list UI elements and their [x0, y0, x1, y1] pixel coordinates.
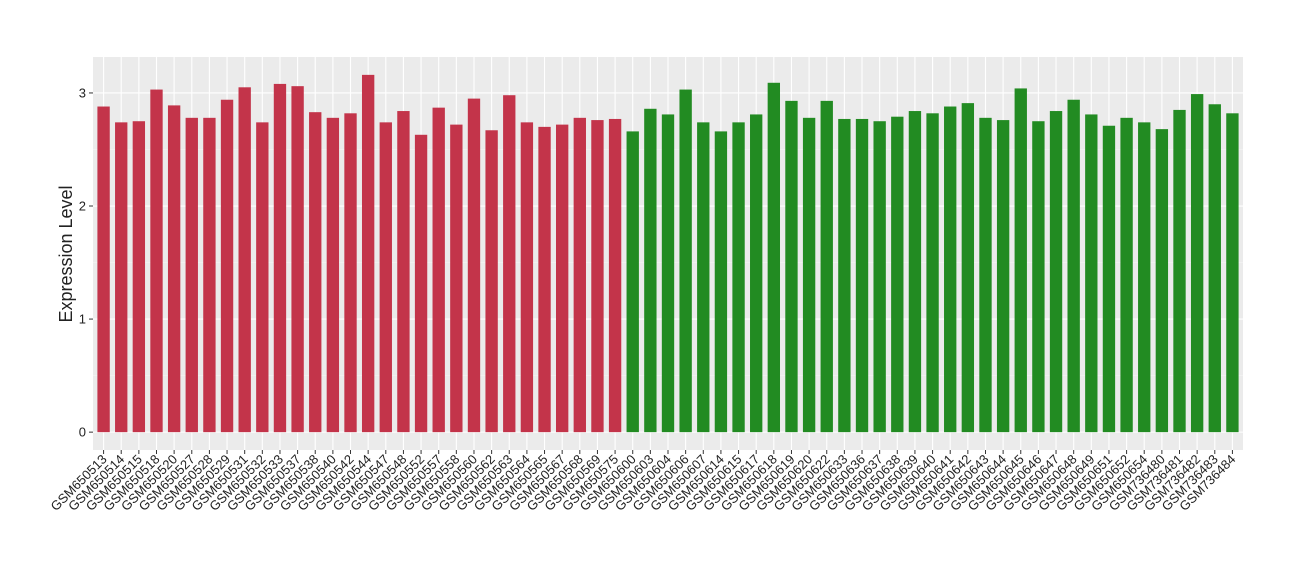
bar [802, 117, 816, 433]
bar [309, 112, 322, 433]
bar [1155, 129, 1169, 433]
bar [379, 122, 392, 433]
bar [414, 134, 428, 433]
bar [961, 103, 975, 433]
bar [838, 118, 851, 433]
bar [1226, 113, 1239, 433]
bar [1102, 125, 1116, 433]
bar [644, 108, 657, 433]
bar [538, 126, 551, 433]
bar [203, 117, 216, 433]
bar [256, 122, 269, 433]
bar [361, 74, 375, 433]
bar [185, 117, 198, 433]
bar [220, 99, 234, 433]
bar [1032, 121, 1045, 433]
y-tick-label: 2 [79, 199, 86, 214]
bar [591, 120, 604, 433]
bar [732, 122, 745, 433]
bar [150, 89, 163, 433]
bar [944, 106, 957, 433]
bar [1173, 109, 1186, 433]
bar [679, 89, 692, 433]
bar [503, 95, 516, 433]
bar [873, 121, 886, 433]
bar [520, 122, 534, 433]
y-tick-label: 0 [79, 425, 86, 440]
bar [855, 118, 869, 433]
bar [432, 107, 445, 433]
bar [996, 120, 1010, 433]
bar [573, 117, 586, 433]
bar [714, 131, 728, 433]
bar [1190, 94, 1204, 433]
y-tick-label: 3 [79, 85, 86, 100]
bar [291, 86, 304, 433]
bar [1120, 117, 1133, 433]
bar [1138, 122, 1151, 433]
bar [344, 113, 357, 433]
bar [979, 117, 992, 433]
bar [750, 114, 763, 433]
bar [1049, 111, 1063, 433]
y-axis-title: Expression Level [56, 185, 76, 322]
bar [397, 111, 410, 433]
bar [661, 114, 675, 433]
bar [555, 124, 569, 433]
bar [697, 122, 710, 433]
bar [767, 82, 781, 433]
bar [132, 121, 146, 433]
bar [608, 118, 622, 433]
bar [1208, 104, 1221, 433]
bar [1067, 99, 1080, 433]
bar [908, 111, 922, 433]
bar [167, 105, 181, 433]
bar [626, 131, 639, 433]
bar [1085, 114, 1098, 433]
bar [467, 98, 481, 433]
bar [97, 106, 110, 433]
bar [115, 122, 128, 433]
bar [326, 117, 340, 433]
bar [820, 100, 833, 433]
y-tick-label: 1 [79, 312, 86, 327]
bar [450, 124, 463, 433]
bar [238, 87, 251, 433]
bar [891, 116, 904, 433]
bar [485, 130, 498, 433]
bar [273, 83, 287, 433]
bar [1014, 88, 1027, 433]
bar [785, 100, 798, 433]
bar [926, 113, 939, 433]
